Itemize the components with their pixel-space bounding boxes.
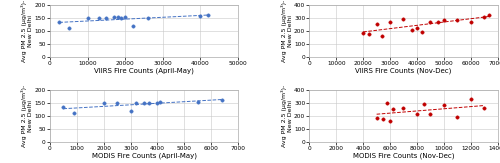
Point — [70, 112, 78, 114]
X-axis label: VIIRS Fire Counts (Nov-Dec): VIIRS Fire Counts (Nov-Dec) — [356, 68, 452, 74]
Point — [378, 35, 386, 37]
Point — [60, 106, 68, 108]
X-axis label: MODIS Fire Counts (April-May): MODIS Fire Counts (April-May) — [92, 152, 196, 159]
Point — [204, 14, 212, 17]
Point — [65, 27, 73, 30]
Point — [380, 118, 388, 120]
Point — [100, 102, 108, 104]
Point — [480, 107, 488, 109]
Point — [126, 110, 134, 112]
Point — [466, 98, 474, 101]
Point — [132, 102, 140, 104]
Point — [386, 120, 394, 122]
Point — [386, 21, 394, 23]
Point — [140, 101, 148, 104]
Point — [426, 21, 434, 23]
Point — [413, 27, 421, 30]
Point — [56, 21, 64, 24]
Point — [453, 116, 461, 118]
Point — [113, 101, 121, 104]
Point — [440, 104, 448, 107]
Y-axis label: Avg PM 2.5 (μg/m³)-
New Delhi: Avg PM 2.5 (μg/m³)- New Delhi — [22, 0, 33, 62]
Point — [486, 13, 494, 16]
Point — [156, 101, 164, 103]
Point — [84, 17, 92, 20]
X-axis label: VIIRS Fire Counts (April-May): VIIRS Fire Counts (April-May) — [94, 68, 194, 74]
Point — [102, 17, 110, 20]
Point — [384, 101, 392, 104]
Point — [110, 15, 118, 18]
Point — [400, 18, 407, 21]
Point — [408, 28, 416, 31]
Point — [359, 32, 367, 34]
Point — [413, 113, 421, 116]
X-axis label: MODIS Fire Counts (Nov-Dec): MODIS Fire Counts (Nov-Dec) — [352, 152, 454, 159]
Point — [146, 102, 154, 104]
Point — [418, 30, 426, 33]
Point — [144, 17, 152, 20]
Point — [196, 15, 204, 17]
Point — [480, 15, 488, 18]
Point — [434, 21, 442, 23]
Y-axis label: Avg PM 2.5 (μg/m³)-
New Delhi: Avg PM 2.5 (μg/m³)- New Delhi — [281, 85, 292, 147]
Point — [128, 24, 136, 27]
Point — [453, 19, 461, 21]
Point — [121, 16, 129, 19]
Point — [420, 103, 428, 105]
Point — [118, 17, 126, 19]
Point — [194, 101, 202, 103]
Point — [372, 116, 380, 119]
Point — [95, 17, 103, 19]
Point — [372, 23, 380, 26]
Point — [440, 19, 448, 21]
Point — [218, 99, 226, 101]
Point — [466, 21, 474, 23]
Y-axis label: Avg PM 2.5 (μg/m³)-
New Delhi: Avg PM 2.5 (μg/m³)- New Delhi — [22, 85, 33, 147]
Point — [400, 107, 407, 109]
Point — [154, 101, 162, 104]
Point — [388, 108, 396, 111]
Point — [426, 113, 434, 116]
Point — [364, 33, 372, 36]
Y-axis label: Avg PM 2.5 (μg/m³)-
New Delhi: Avg PM 2.5 (μg/m³)- New Delhi — [281, 0, 292, 62]
Point — [114, 16, 122, 19]
